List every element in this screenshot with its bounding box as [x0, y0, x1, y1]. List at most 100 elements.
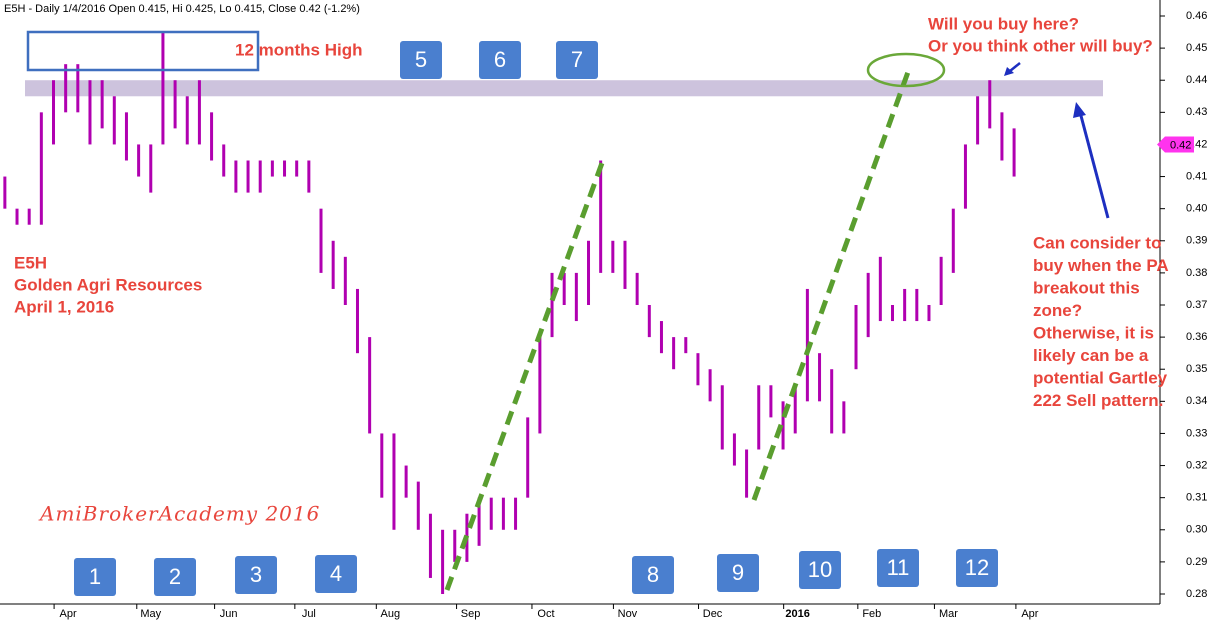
y-tick-label: 0.38 [1186, 267, 1207, 279]
price-bar [1012, 128, 1016, 177]
trend-line [751, 71, 911, 501]
price-bar [538, 337, 542, 434]
price-bar [295, 160, 299, 177]
stock-note: Golden Agri Resources [14, 275, 202, 294]
x-tick-label: Apr [60, 608, 77, 620]
price-bar [514, 497, 518, 530]
price-bar [185, 96, 189, 145]
price-bar [988, 80, 992, 129]
chart-title: E5H - Daily 1/4/2016 Open 0.415, Hi 0.42… [4, 3, 360, 15]
price-bar [587, 240, 591, 305]
period-label: 9 [732, 560, 744, 585]
price-bar [76, 64, 80, 113]
target-ellipse [866, 52, 946, 88]
price-bar [246, 160, 250, 193]
price-bar [39, 112, 43, 225]
price-bar [270, 160, 274, 177]
period-box [235, 556, 277, 594]
price-bar [331, 240, 335, 289]
question-note: Or you think other will buy? [928, 36, 1153, 55]
advice-note: breakout this [1033, 278, 1140, 297]
price-bar [684, 337, 688, 354]
period-box [877, 549, 919, 587]
price-bar [927, 305, 931, 322]
x-tick-label: Oct [537, 608, 554, 620]
y-tick-label: 0.31 [1186, 492, 1207, 504]
price-bar [732, 433, 736, 466]
price-bar [112, 96, 116, 145]
price-bar [963, 144, 967, 209]
price-bar [854, 305, 858, 370]
period-label: 11 [887, 555, 910, 580]
x-tick-label: Mar [939, 608, 958, 620]
period-label: 7 [571, 47, 583, 72]
advice-note: Otherwise, it is [1033, 323, 1154, 342]
advice-note: buy when the PA [1033, 256, 1169, 275]
price-bar [818, 353, 822, 402]
price-bar [210, 112, 214, 161]
price-bar [52, 80, 56, 145]
y-tick-label: 0.36 [1186, 331, 1207, 343]
period-label: 6 [494, 47, 506, 72]
price-bar [234, 160, 238, 193]
y-tick-label: 0.28 [1186, 588, 1207, 600]
high-box [26, 30, 260, 72]
y-tick-label: 0.30 [1186, 524, 1207, 536]
price-bar [161, 32, 165, 145]
price-bar [355, 288, 359, 354]
price-bar [3, 176, 7, 209]
price-bar [842, 401, 846, 434]
period-box [315, 555, 357, 593]
price-bar [635, 272, 639, 305]
price-bar [769, 385, 773, 418]
period-label: 2 [169, 564, 181, 589]
price-bar [319, 208, 323, 273]
price-bar [392, 433, 396, 530]
y-tick-label: 0.33 [1186, 427, 1207, 439]
arrow [1078, 111, 1110, 219]
period-box [717, 554, 759, 592]
advice-note: zone? [1033, 301, 1082, 320]
price-bar [477, 497, 481, 546]
x-tick-label: Aug [381, 608, 401, 620]
price-bar [416, 481, 420, 530]
y-tick-label: 0.29 [1186, 556, 1207, 568]
period-box [956, 549, 998, 587]
advice-note: 222 Sell pattern. [1033, 391, 1163, 410]
price-bar [222, 144, 226, 177]
price-bar [599, 160, 603, 273]
price-bar [562, 272, 566, 305]
y-tick-label: 0.32 [1186, 459, 1207, 471]
watermark: AmiBrokerAcademy 2016 [38, 502, 320, 526]
price-bar [100, 80, 104, 129]
price-bar [623, 240, 627, 289]
period-label: 10 [808, 557, 832, 582]
period-label: 4 [330, 561, 342, 586]
price-bar [149, 144, 153, 193]
x-tick-label: Nov [618, 608, 638, 620]
price-bar [976, 96, 980, 145]
price-bar [197, 80, 201, 145]
period-label: 5 [415, 47, 427, 72]
price-bar [708, 369, 712, 402]
question-note: Will you buy here? [928, 14, 1079, 33]
price-bar [890, 305, 894, 322]
period-label: 3 [250, 562, 262, 587]
price-bar [903, 288, 907, 322]
trend-line [444, 162, 605, 591]
price-bar [951, 208, 955, 273]
price-bar [307, 160, 311, 193]
price-bar [611, 240, 615, 273]
arrow-head [1004, 67, 1014, 76]
x-tick-label: Sep [461, 608, 481, 620]
price-bar [672, 337, 676, 370]
price-bar [830, 369, 834, 434]
price-tag [1157, 136, 1194, 153]
price-bar [793, 385, 797, 434]
price-bar [404, 465, 408, 498]
period-label: 12 [965, 555, 989, 580]
period-box [154, 558, 196, 596]
x-tick-label: Jul [302, 608, 316, 620]
x-tick-label: Apr [1021, 608, 1038, 620]
price-bar [720, 385, 724, 450]
